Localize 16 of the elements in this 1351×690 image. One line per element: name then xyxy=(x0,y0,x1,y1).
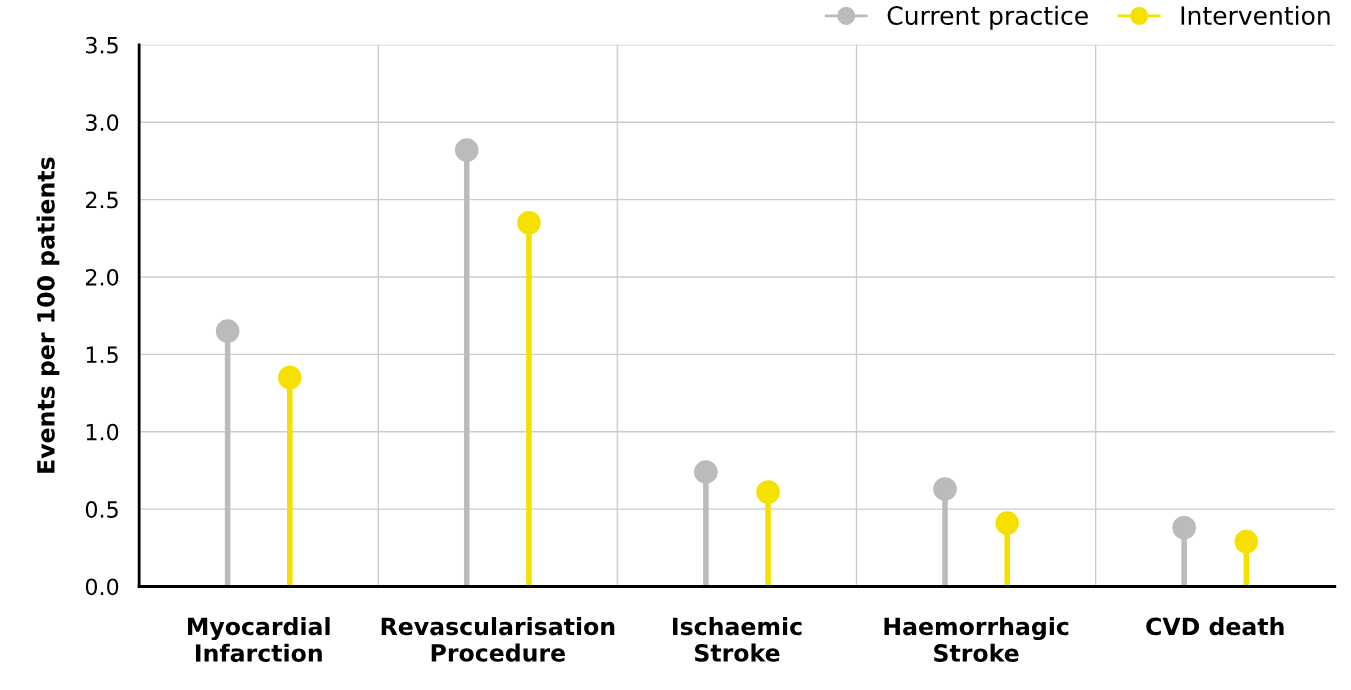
legend-label: Intervention xyxy=(1181,5,1330,26)
x-tick-label: Haemorrhagic Stroke xyxy=(884,617,1069,662)
y-tick-label: 0.5 xyxy=(85,501,118,518)
x-tick-label: CVD death xyxy=(1146,617,1284,636)
y-tick-label: 1.5 xyxy=(86,346,118,364)
y-tick-label: 2.0 xyxy=(86,268,119,286)
x-tick-label: Revascularisation Procedure xyxy=(381,617,615,662)
y-tick-label: 3.0 xyxy=(86,114,119,131)
legend-label: Current practice xyxy=(887,5,1088,30)
x-tick-label: Myocardial Infarction xyxy=(188,617,330,662)
y-tick-label: 1.0 xyxy=(86,423,119,441)
y-axis-title: Events per 100 patients xyxy=(36,157,60,473)
y-tick-label: 3.5 xyxy=(86,36,118,54)
x-tick-label: Ischaemic Stroke xyxy=(673,617,802,662)
y-tick-label: 2.5 xyxy=(86,191,118,209)
y-tick-label: 0.0 xyxy=(85,578,119,596)
